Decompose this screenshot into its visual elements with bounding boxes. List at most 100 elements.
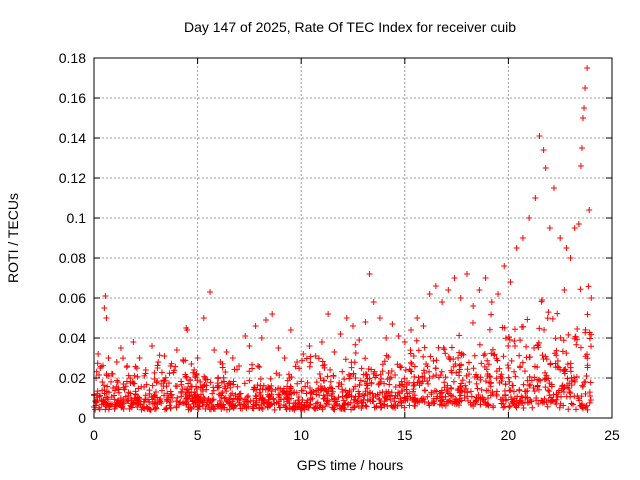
data-point <box>516 386 523 393</box>
data-point <box>448 344 455 351</box>
data-point <box>166 370 173 377</box>
data-point <box>143 381 150 388</box>
data-point <box>178 390 185 397</box>
data-point <box>147 406 154 413</box>
data-point <box>211 347 218 353</box>
data-point <box>350 323 356 329</box>
data-point <box>434 393 441 400</box>
data-point <box>123 378 130 385</box>
data-point <box>470 402 477 409</box>
data-point <box>323 388 330 395</box>
data-point <box>360 371 367 378</box>
data-point <box>105 355 112 361</box>
data-point <box>328 393 335 400</box>
data-point <box>218 394 225 401</box>
data-point <box>542 353 549 360</box>
data-point <box>104 394 111 401</box>
data-point <box>519 359 526 366</box>
data-point <box>167 392 174 399</box>
data-point <box>300 351 307 357</box>
data-point <box>120 384 127 391</box>
data-point <box>376 389 383 396</box>
data-point <box>348 364 355 371</box>
data-point <box>315 355 322 362</box>
data-point <box>544 315 551 322</box>
data-point <box>101 399 108 406</box>
data-point <box>177 378 184 385</box>
data-point <box>536 133 543 139</box>
data-point <box>493 392 500 399</box>
data-point <box>149 396 156 403</box>
data-point <box>395 389 402 396</box>
data-point <box>193 383 200 390</box>
data-point <box>582 390 589 397</box>
data-point <box>430 373 437 380</box>
data-point <box>444 382 451 389</box>
data-point <box>383 388 390 395</box>
data-point <box>567 364 574 371</box>
data-point <box>545 375 552 382</box>
data-point <box>345 371 352 378</box>
data-point <box>257 375 264 382</box>
data-point <box>202 376 209 383</box>
data-point <box>401 339 408 345</box>
data-point <box>421 370 428 377</box>
data-point <box>442 374 449 381</box>
data-point <box>301 402 308 409</box>
data-point <box>215 382 222 389</box>
data-point <box>347 399 354 406</box>
data-point <box>207 289 214 295</box>
data-point <box>291 404 298 411</box>
data-point <box>473 394 480 401</box>
data-point <box>99 379 106 385</box>
data-point <box>251 384 258 391</box>
data-point <box>346 389 353 396</box>
data-point <box>513 245 520 251</box>
data-point <box>247 398 254 405</box>
data-point <box>545 387 552 394</box>
data-point <box>458 352 465 359</box>
data-point <box>485 402 492 409</box>
data-point <box>195 394 202 401</box>
data-point <box>130 380 137 387</box>
data-point <box>356 381 363 388</box>
data-point <box>242 396 249 403</box>
data-point <box>456 332 463 339</box>
data-point <box>142 396 149 403</box>
data-point <box>253 399 260 406</box>
y-tick-label: 0.04 <box>59 330 86 346</box>
data-point <box>581 379 588 386</box>
data-point <box>158 369 165 376</box>
data-point <box>428 391 435 398</box>
data-point <box>523 343 530 350</box>
data-point <box>563 350 570 357</box>
data-point <box>382 395 389 402</box>
data-point <box>290 400 297 407</box>
data-point <box>472 371 479 378</box>
data-point <box>432 283 439 289</box>
data-point <box>485 401 492 408</box>
data-point <box>366 271 373 277</box>
data-point <box>488 299 495 305</box>
data-point <box>506 402 513 409</box>
data-point <box>306 343 313 349</box>
data-point <box>465 397 472 404</box>
data-point <box>268 388 275 395</box>
data-point <box>579 405 586 412</box>
data-point <box>568 382 575 389</box>
data-point <box>108 401 115 408</box>
data-point <box>267 375 274 382</box>
data-point <box>363 403 370 410</box>
data-point <box>411 402 418 409</box>
data-point <box>391 395 398 402</box>
data-point <box>184 327 191 333</box>
data-point <box>496 365 503 372</box>
data-point <box>507 394 514 401</box>
data-point <box>536 325 543 332</box>
data-point <box>109 371 116 377</box>
data-point <box>315 385 322 392</box>
data-point <box>442 393 449 400</box>
data-point <box>242 333 249 339</box>
data-point <box>448 367 455 374</box>
data-point <box>134 404 141 411</box>
